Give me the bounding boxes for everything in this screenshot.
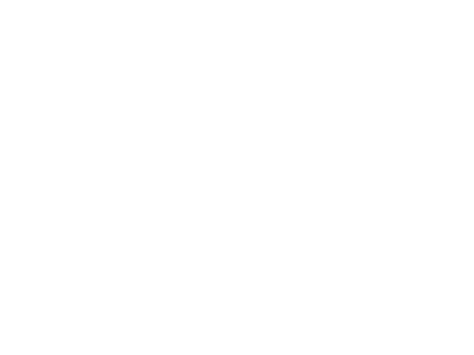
- Polygon shape: [269, 169, 289, 173]
- Polygon shape: [292, 169, 312, 173]
- Polygon shape: [246, 212, 266, 215]
- Bar: [164, 171, 191, 179]
- Text: DOWEL BAR: DOWEL BAR: [23, 173, 87, 178]
- Polygon shape: [164, 123, 381, 146]
- Polygon shape: [283, 169, 305, 199]
- Text: GALVANISED CAST
IRON POST: GALVANISED CAST IRON POST: [348, 86, 438, 103]
- Polygon shape: [164, 146, 381, 169]
- Polygon shape: [180, 173, 194, 212]
- Text: Basic Components of a Bridge: Basic Components of a Bridge: [54, 37, 474, 61]
- Polygon shape: [36, 136, 107, 153]
- Bar: [148, 272, 155, 331]
- Polygon shape: [226, 173, 240, 212]
- Text: BULKHEADED IRON RAILING: BULKHEADED IRON RAILING: [173, 70, 261, 83]
- Circle shape: [275, 177, 283, 182]
- Text: PRE-STRESSED
CONCRETE BEAM: PRE-STRESSED CONCRETE BEAM: [357, 170, 435, 181]
- Text: INTERMEDIATE
DIAPHRAGM: INTERMEDIATE DIAPHRAGM: [321, 185, 427, 195]
- Text: VERTICAL PILES: VERTICAL PILES: [23, 248, 104, 271]
- Polygon shape: [164, 130, 195, 169]
- Polygon shape: [63, 159, 81, 285]
- Polygon shape: [330, 169, 337, 199]
- Polygon shape: [201, 169, 220, 173]
- Polygon shape: [272, 173, 286, 212]
- Polygon shape: [81, 159, 164, 285]
- Text: RAKED PILES: RAKED PILES: [210, 300, 250, 311]
- Polygon shape: [203, 173, 217, 212]
- Polygon shape: [308, 169, 314, 199]
- Bar: [100, 272, 107, 331]
- Polygon shape: [151, 130, 164, 169]
- Polygon shape: [46, 153, 90, 212]
- Polygon shape: [381, 87, 407, 123]
- Polygon shape: [85, 123, 103, 140]
- Polygon shape: [182, 87, 398, 97]
- Polygon shape: [224, 169, 243, 173]
- Polygon shape: [164, 163, 195, 179]
- Bar: [136, 272, 142, 331]
- Polygon shape: [63, 140, 182, 159]
- Polygon shape: [224, 212, 243, 215]
- Polygon shape: [182, 97, 200, 123]
- Bar: [239, 214, 297, 239]
- Text: BALLASTWALL: BALLASTWALL: [36, 140, 171, 146]
- Bar: [164, 179, 191, 184]
- Text: END DIAPHRAGM: END DIAPHRAGM: [36, 129, 166, 172]
- Text: 300mm THK. RUBBLED
PITCHING: 300mm THK. RUBBLED PITCHING: [273, 218, 400, 229]
- Text: BRIDGE
BEARING: BRIDGE BEARING: [137, 182, 180, 201]
- Text: WINGWALL: WINGWALL: [23, 162, 78, 168]
- Polygon shape: [103, 123, 182, 140]
- Polygon shape: [292, 212, 312, 215]
- Text: WEEP HOLE: WEEP HOLE: [268, 157, 311, 176]
- Polygon shape: [178, 169, 198, 173]
- Text: CURTAIN WALL: CURTAIN WALL: [23, 196, 87, 202]
- Bar: [112, 272, 118, 331]
- Bar: [124, 272, 130, 331]
- Text: APPROACH SLAB: APPROACH SLAB: [36, 118, 148, 130]
- Polygon shape: [178, 212, 198, 215]
- Polygon shape: [182, 97, 398, 123]
- Polygon shape: [249, 173, 263, 212]
- Polygon shape: [246, 169, 266, 173]
- Polygon shape: [36, 153, 46, 212]
- Text: DECK SLAB: DECK SLAB: [264, 132, 310, 139]
- Polygon shape: [201, 212, 220, 215]
- Polygon shape: [269, 212, 289, 215]
- Circle shape: [249, 177, 256, 182]
- Text: PARAPET WALL: PARAPET WALL: [356, 78, 427, 93]
- Polygon shape: [341, 169, 347, 199]
- Polygon shape: [297, 169, 303, 199]
- Text: ABUTMENT WALL: ABUTMENT WALL: [23, 208, 87, 215]
- Polygon shape: [294, 173, 309, 212]
- Polygon shape: [319, 169, 325, 199]
- Text: 2m X 1m X 1m ROCK
FILLED GABIONS: 2m X 1m X 1m ROCK FILLED GABIONS: [291, 232, 394, 242]
- Polygon shape: [151, 123, 182, 146]
- Bar: [89, 272, 95, 331]
